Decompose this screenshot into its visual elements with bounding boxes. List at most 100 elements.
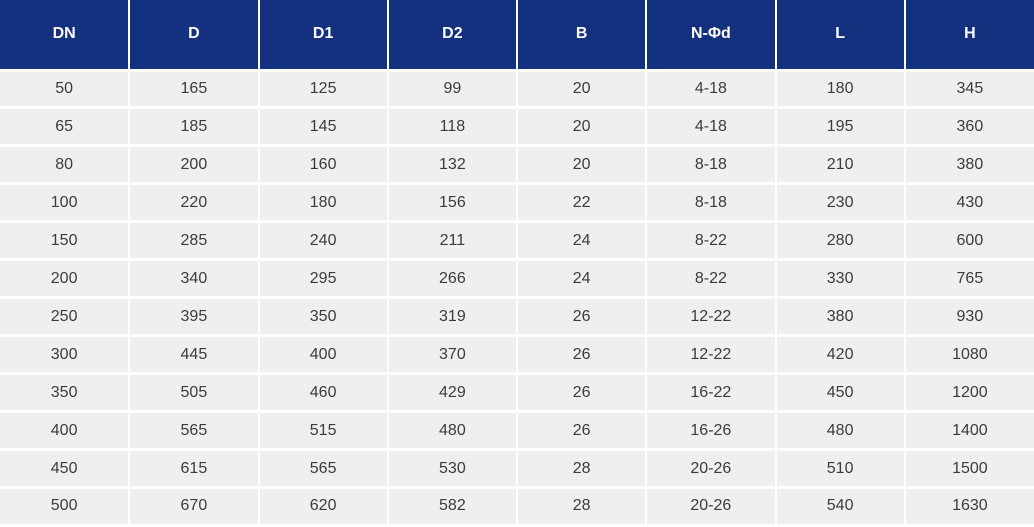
- table-row: 80 200 160 132 20 8-18 210 380: [0, 144, 1034, 186]
- cell-dn: 400: [0, 410, 131, 452]
- cell-d2: 118: [386, 106, 519, 148]
- cell-d1: 180: [257, 182, 389, 224]
- cell-d2: 530: [386, 448, 519, 489]
- table-row: 65 185 145 118 20 4-18 195 360: [0, 106, 1034, 148]
- table-row: 150 285 240 211 24 8-22 280 600: [0, 220, 1034, 262]
- cell-b: 26: [515, 296, 648, 338]
- cell-d1: 240: [257, 220, 389, 262]
- cell-d2: 156: [386, 182, 519, 224]
- cell-d: 165: [128, 68, 260, 110]
- cell-b: 28: [515, 485, 648, 527]
- cell-d: 565: [128, 410, 260, 452]
- cell-dn: 50: [0, 68, 131, 110]
- cell-n-d: 16-26: [645, 410, 777, 452]
- cell-b: 26: [515, 372, 648, 414]
- cell-d1: 620: [257, 485, 389, 527]
- column-header-dn: DN: [0, 0, 131, 72]
- column-header-b: B: [515, 0, 648, 72]
- cell-l: 420: [774, 334, 906, 376]
- cell-l: 210: [774, 144, 906, 186]
- column-header-h: H: [903, 0, 1034, 72]
- cell-d: 505: [128, 372, 260, 414]
- cell-dn: 350: [0, 372, 131, 414]
- cell-d1: 295: [257, 258, 389, 300]
- cell-n-d: 16-22: [645, 372, 777, 414]
- cell-n-d: 8-18: [645, 182, 777, 224]
- cell-d: 185: [128, 106, 260, 148]
- cell-h: 600: [903, 220, 1034, 262]
- cell-d: 445: [128, 334, 260, 376]
- cell-h: 1500: [903, 448, 1034, 489]
- cell-dn: 100: [0, 182, 131, 224]
- cell-b: 20: [515, 68, 648, 110]
- table-row: 250 395 350 319 26 12-22 380 930: [0, 296, 1034, 338]
- cell-b: 20: [515, 106, 648, 148]
- table-row: 450 615 565 530 28 20-26 510 1500: [0, 448, 1034, 489]
- cell-l: 195: [774, 106, 906, 148]
- cell-dn: 150: [0, 220, 131, 262]
- cell-d2: 582: [386, 485, 519, 527]
- cell-d1: 565: [257, 448, 389, 489]
- table-row: 200 340 295 266 24 8-22 330 765: [0, 258, 1034, 300]
- cell-h: 380: [903, 144, 1034, 186]
- cell-b: 24: [515, 258, 648, 300]
- cell-d2: 132: [386, 144, 519, 186]
- cell-n-d: 8-18: [645, 144, 777, 186]
- cell-dn: 300: [0, 334, 131, 376]
- cell-n-d: 8-22: [645, 220, 777, 262]
- column-header-l: L: [774, 0, 906, 72]
- cell-dn: 500: [0, 485, 131, 527]
- cell-d2: 211: [386, 220, 519, 262]
- cell-dn: 65: [0, 106, 131, 148]
- cell-d2: 266: [386, 258, 519, 300]
- cell-n-d: 20-26: [645, 448, 777, 489]
- cell-l: 330: [774, 258, 906, 300]
- cell-b: 28: [515, 448, 648, 489]
- cell-dn: 250: [0, 296, 131, 338]
- cell-b: 26: [515, 410, 648, 452]
- cell-d1: 160: [257, 144, 389, 186]
- cell-d2: 99: [386, 68, 519, 110]
- cell-d: 285: [128, 220, 260, 262]
- cell-l: 280: [774, 220, 906, 262]
- cell-b: 20: [515, 144, 648, 186]
- cell-h: 430: [903, 182, 1034, 224]
- header-row: DN D D1 D2 B N-Φd L H: [0, 0, 1034, 72]
- cell-d2: 370: [386, 334, 519, 376]
- cell-n-d: 4-18: [645, 106, 777, 148]
- cell-h: 1200: [903, 372, 1034, 414]
- table-row: 300 445 400 370 26 12-22 420 1080: [0, 334, 1034, 376]
- cell-l: 230: [774, 182, 906, 224]
- cell-d: 340: [128, 258, 260, 300]
- cell-dn: 80: [0, 144, 131, 186]
- cell-d1: 400: [257, 334, 389, 376]
- column-header-d2: D2: [386, 0, 519, 72]
- cell-h: 1630: [903, 485, 1034, 527]
- cell-d: 395: [128, 296, 260, 338]
- cell-h: 360: [903, 106, 1034, 148]
- table-row: 350 505 460 429 26 16-22 450 1200: [0, 372, 1034, 414]
- cell-h: 345: [903, 68, 1034, 110]
- cell-n-d: 12-22: [645, 296, 777, 338]
- cell-h: 1400: [903, 410, 1034, 452]
- cell-b: 26: [515, 334, 648, 376]
- cell-n-d: 4-18: [645, 68, 777, 110]
- cell-b: 24: [515, 220, 648, 262]
- cell-l: 380: [774, 296, 906, 338]
- cell-d1: 515: [257, 410, 389, 452]
- cell-n-d: 8-22: [645, 258, 777, 300]
- cell-h: 765: [903, 258, 1034, 300]
- table-row: 100 220 180 156 22 8-18 230 430: [0, 182, 1034, 224]
- cell-l: 450: [774, 372, 906, 414]
- cell-d: 200: [128, 144, 260, 186]
- table-header: DN D D1 D2 B N-Φd L H: [0, 0, 1034, 72]
- cell-d1: 145: [257, 106, 389, 148]
- cell-l: 540: [774, 485, 906, 527]
- cell-h: 1080: [903, 334, 1034, 376]
- cell-l: 510: [774, 448, 906, 489]
- cell-d: 615: [128, 448, 260, 489]
- cell-n-d: 12-22: [645, 334, 777, 376]
- cell-b: 22: [515, 182, 648, 224]
